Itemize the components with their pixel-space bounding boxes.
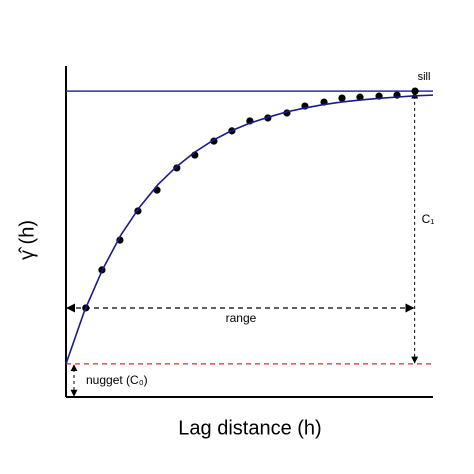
data-point: [338, 94, 346, 102]
fitted-curve: [65, 94, 434, 365]
data-point: [356, 93, 364, 101]
c1-label: C₁: [422, 212, 435, 226]
data-point: [173, 164, 181, 172]
y-axis-label: γ̂ (h): [16, 220, 38, 260]
sill-label: sill: [418, 71, 431, 83]
data-point: [411, 87, 419, 95]
range-label: range: [226, 311, 257, 325]
nugget-label: nugget (C₀): [86, 373, 148, 387]
x-axis-label: Lag distance (h): [178, 417, 321, 439]
